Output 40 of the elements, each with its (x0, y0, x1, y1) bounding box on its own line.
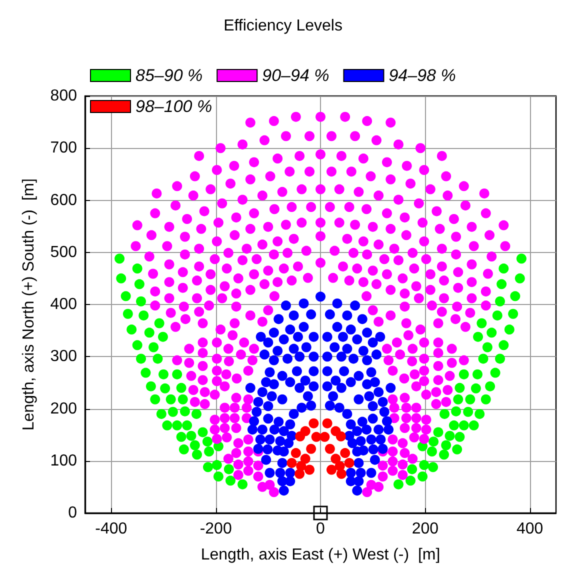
y-tick-label: 600 (50, 192, 78, 209)
y-tick-label: 800 (50, 88, 78, 104)
legend-label: 85–90 % (136, 66, 203, 85)
y-tick-label: 300 (50, 348, 78, 366)
y-tick-label: 500 (50, 244, 78, 261)
y-tick-label: 700 (50, 140, 78, 157)
x-tick-label: 400 (516, 520, 544, 538)
point (304, 464, 315, 475)
point (286, 458, 297, 468)
y-axis-title: Length, axis North (+) South (-) [m] (20, 178, 38, 431)
legend-label: 98–100 % (136, 97, 212, 116)
x-tick-label: -200 (200, 520, 232, 538)
legend-label: 94–98 % (388, 66, 456, 85)
point (324, 444, 335, 454)
point (336, 468, 346, 479)
x-tick-label: 200 (412, 520, 439, 538)
point (295, 431, 306, 442)
point (326, 464, 336, 475)
point (313, 506, 328, 520)
legend-label: 90–94 % (262, 66, 330, 85)
point (330, 454, 341, 464)
point (336, 431, 346, 442)
point (322, 418, 332, 428)
y-tick-label: 400 (50, 296, 78, 313)
point (294, 468, 305, 479)
point (311, 432, 322, 442)
point (340, 448, 350, 458)
y-tick-label: 0 (68, 504, 78, 522)
x-axis-title: Length, axis East (+) West (-) [m] (200, 546, 440, 564)
point (300, 454, 310, 464)
y-tick-label: 100 (50, 452, 78, 470)
legend-title: Efficiency Levels (224, 18, 342, 34)
x-tick-label: -400 (95, 520, 128, 538)
point (306, 444, 316, 454)
point (344, 458, 354, 468)
point (320, 432, 330, 442)
y-tick-label: 200 (50, 400, 78, 418)
x-tick-label: 0 (316, 520, 326, 538)
point (308, 418, 319, 428)
point (290, 448, 301, 458)
